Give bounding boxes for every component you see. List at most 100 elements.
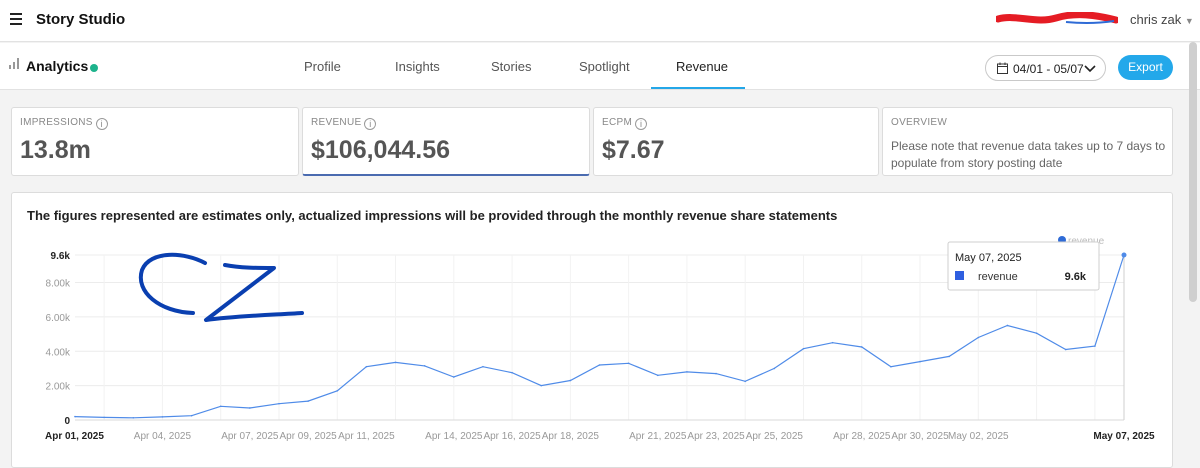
tooltip-value: 9.6k [1065,271,1087,283]
data-point[interactable] [773,367,776,370]
x-tick-label: Apr 04, 2025 [134,431,192,442]
data-point[interactable] [74,415,76,418]
chevron-down-icon: ▼ [1184,16,1194,26]
active-tab-indicator [651,87,745,89]
impressions-card[interactable]: IMPRESSIONS i 13.8m [11,107,299,176]
revenue-label: REVENUE i [311,117,377,130]
data-point[interactable] [1035,332,1038,335]
data-point[interactable] [336,389,339,392]
export-button[interactable]: Export [1118,55,1173,80]
y-tick-label: 2.00k [46,382,71,393]
data-point[interactable] [948,355,950,358]
overview-label: OVERVIEW [891,117,948,128]
x-tick-label: Apr 21, 2025 [629,431,687,442]
data-point[interactable] [686,371,688,373]
revenue-card[interactable]: REVENUE i $106,044.56 [302,107,590,176]
ecpm-value: $7.67 [602,136,665,164]
data-point[interactable] [831,341,834,344]
ecpm-label: ECPM i [602,117,648,130]
overview-card: OVERVIEW Please note that revenue data t… [882,107,1173,176]
data-point[interactable] [132,416,135,419]
x-tick-label: Apr 23, 2025 [687,431,745,442]
data-point[interactable] [1064,348,1067,351]
tooltip-series-swatch [955,271,964,280]
tab-spotlight[interactable]: Spotlight [579,59,630,74]
data-point[interactable] [1121,252,1127,258]
data-point[interactable] [860,346,863,348]
user-name[interactable]: chris zak ▼ [1130,12,1194,27]
handwritten-scribble [138,252,207,315]
date-range-picker[interactable]: 04/01 - 05/07 [985,55,1106,81]
x-tick-label: Apr 07, 2025 [221,431,279,442]
data-point[interactable] [103,416,105,419]
data-point[interactable] [161,416,164,418]
y-tick-label: 4.00k [46,347,71,358]
chevron-down-icon [1084,65,1096,73]
data-point[interactable] [482,365,484,368]
data-point[interactable] [394,361,397,364]
x-tick-label: Apr 18, 2025 [542,431,600,442]
tab-insights[interactable]: Insights [395,59,440,74]
data-point[interactable] [1094,345,1096,347]
scrollbar[interactable] [1189,42,1197,302]
tooltip-date: May 07, 2025 [955,252,1022,264]
revenue-value: $106,044.56 [311,136,451,164]
x-tick-label: Apr 28, 2025 [833,431,891,442]
x-tick-label: Apr 01, 2025 [45,431,104,442]
data-point[interactable] [656,374,659,377]
ecpm-card[interactable]: ECPM i $7.67 [593,107,879,176]
impressions-value: 13.8m [20,136,91,164]
data-point[interactable] [569,379,572,382]
overview-text: Please note that revenue data takes up t… [891,139,1166,170]
tooltip [947,241,1100,291]
redaction-scribble [996,12,1118,25]
y-tick-label: 9.6k [51,251,71,262]
data-point[interactable] [919,360,921,363]
data-point[interactable] [744,380,746,383]
x-tick-label: May 07, 2025 [1093,431,1155,442]
calendar-icon [997,62,1008,74]
x-tick-label: Apr 30, 2025 [891,431,949,442]
y-tick-label: 6.00k [46,313,71,324]
data-point[interactable] [715,372,717,375]
data-point[interactable] [540,384,543,387]
hamburger-menu-icon[interactable] [10,13,22,25]
data-point[interactable] [365,365,368,368]
data-point[interactable] [219,405,222,408]
x-tick-label: Apr 25, 2025 [746,431,804,442]
info-icon[interactable]: i [635,118,648,130]
y-tick-label: 8.00k [46,279,71,290]
x-tick-label: May 02, 2025 [948,431,1009,442]
data-point[interactable] [802,347,805,350]
tab-stories[interactable]: Stories [491,59,532,74]
chart-title: The figures represented are estimates on… [27,208,838,223]
bar-chart-icon [9,58,19,69]
handwritten-scribble [204,263,304,322]
y-tick-label: 0 [64,416,70,427]
x-tick-label: Apr 16, 2025 [483,431,541,442]
data-point[interactable] [977,336,980,339]
data-point[interactable] [511,371,513,374]
data-point[interactable] [598,364,601,366]
data-point[interactable] [627,362,630,365]
data-point[interactable] [278,402,280,405]
data-point[interactable] [190,414,193,417]
data-point[interactable] [1006,324,1009,327]
tab-revenue[interactable]: Revenue [676,59,729,74]
status-dot [90,64,98,72]
tooltip-series-name: revenue [978,271,1018,283]
data-point[interactable] [423,365,426,367]
data-point[interactable] [307,400,309,402]
impressions-label: IMPRESSIONS i [20,117,108,130]
analytics-title: Analytics [26,58,89,74]
data-point[interactable] [249,407,251,409]
info-icon[interactable]: i [95,118,108,130]
data-point[interactable] [453,376,455,378]
tab-profile[interactable]: Profile [304,59,341,74]
chart-card [11,192,1173,468]
x-tick-label: Apr 09, 2025 [279,431,337,442]
data-point[interactable] [890,365,892,368]
x-tick-label: Apr 14, 2025 [425,431,483,442]
x-tick-label: Apr 11, 2025 [338,431,395,442]
info-icon[interactable]: i [364,118,377,130]
